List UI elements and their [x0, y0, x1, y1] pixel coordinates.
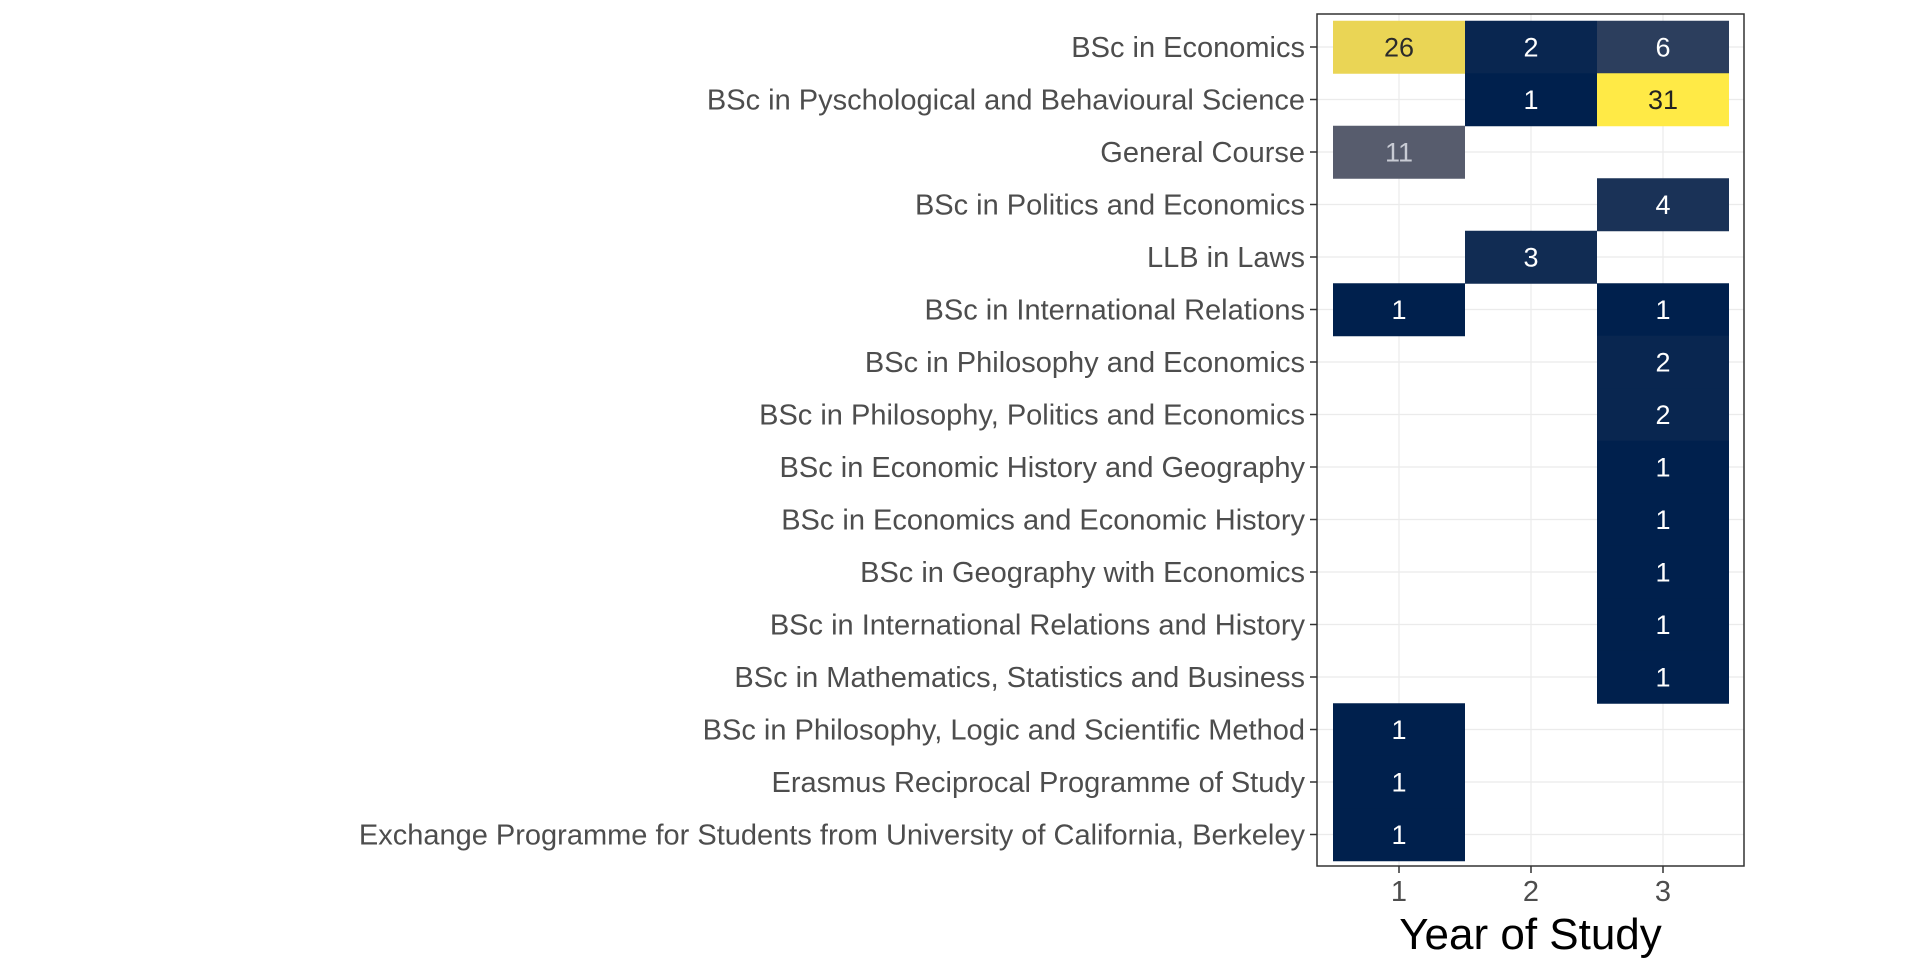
- heatmap-cell: [1597, 598, 1729, 652]
- cell-value-label: 4: [1655, 190, 1670, 220]
- cell-value-label: 3: [1523, 243, 1538, 273]
- y-tick-label: BSc in Politics and Economics: [915, 190, 1305, 222]
- heatmap-cell: [1597, 283, 1729, 337]
- cell-value-label: 31: [1648, 85, 1678, 115]
- heatmap-cell: [1333, 125, 1465, 179]
- y-tick-label: BSc in Philosophy, Logic and Scientific …: [703, 715, 1305, 747]
- cell-value-label: 1: [1655, 610, 1670, 640]
- cell-value-label: 2: [1523, 33, 1538, 63]
- cell-value-label: 1: [1655, 453, 1670, 483]
- y-tick-label: BSc in Economics and Economic History: [781, 505, 1305, 537]
- y-tick-label: BSc in Economics: [1071, 32, 1305, 64]
- heatmap-cell: [1465, 73, 1597, 127]
- heatmap-cell: [1333, 808, 1465, 862]
- y-tick-label: BSc in International Relations and Histo…: [770, 610, 1306, 642]
- heatmap-cell: [1333, 283, 1465, 337]
- heatmap-cell: [1597, 335, 1729, 389]
- cell-value-label: 2: [1655, 400, 1670, 430]
- heatmap-cell: [1597, 650, 1729, 704]
- x-tick-label: 1: [1391, 876, 1407, 908]
- y-tick-label: BSc in Mathematics, Statistics and Busin…: [734, 662, 1305, 694]
- cell-value-label: 1: [1655, 295, 1670, 325]
- y-tick-label: Exchange Programme for Students from Uni…: [359, 820, 1306, 852]
- y-tick-label: LLB in Laws: [1147, 242, 1305, 274]
- x-tick-label: 3: [1655, 876, 1671, 908]
- y-tick-label: BSc in Economic History and Geography: [780, 452, 1306, 484]
- cell-value-label: 6: [1655, 33, 1670, 63]
- cell-value-label: 1: [1391, 820, 1406, 850]
- heatmap-cell: [1597, 20, 1729, 74]
- heatmap-cell: [1333, 703, 1465, 757]
- cell-value-label: 2: [1655, 348, 1670, 378]
- cell-value-label: 11: [1385, 138, 1413, 168]
- y-tick-label: General Course: [1100, 137, 1305, 169]
- heatmap-cell: [1597, 493, 1729, 547]
- y-tick-label: BSc in Philosophy, Politics and Economic…: [759, 400, 1305, 432]
- cell-value-label: 1: [1523, 85, 1538, 115]
- heatmap-cells: [1333, 20, 1729, 862]
- heatmap-cell: [1333, 20, 1465, 74]
- heatmap-cell: [1465, 230, 1597, 284]
- y-tick-label: BSc in International Relations: [925, 295, 1305, 327]
- heatmap-cell: [1597, 545, 1729, 599]
- x-tick-label: 2: [1523, 876, 1539, 908]
- heatmap-cell: [1597, 388, 1729, 442]
- y-tick-label: BSc in Pyschological and Behavioural Sci…: [707, 85, 1305, 117]
- cell-value-label: 26: [1384, 33, 1414, 63]
- cell-value-label: 1: [1391, 768, 1406, 798]
- cell-value-label: 1: [1391, 715, 1406, 745]
- x-axis-title: Year of Study: [1399, 910, 1662, 959]
- y-tick-label: BSc in Geography with Economics: [860, 557, 1305, 589]
- cell-value-label: 1: [1655, 505, 1670, 535]
- y-axis-ticks: BSc in Economics BSc in Pyschological and…: [359, 32, 1317, 852]
- heatmap-cell: [1597, 73, 1729, 127]
- x-axis-ticks: 1 2 3: [1391, 866, 1671, 908]
- heatmap-cell: [1333, 755, 1465, 809]
- y-tick-label: Erasmus Reciprocal Programme of Study: [772, 767, 1306, 799]
- cell-value-label: 1: [1391, 295, 1406, 325]
- heatmap-cell: [1597, 178, 1729, 232]
- heatmap-cell: [1465, 20, 1597, 74]
- cell-value-label: 1: [1655, 663, 1670, 693]
- y-tick-label: BSc in Philosophy and Economics: [865, 347, 1305, 379]
- heatmap-cell: [1597, 440, 1729, 494]
- cell-value-label: 1: [1655, 558, 1670, 588]
